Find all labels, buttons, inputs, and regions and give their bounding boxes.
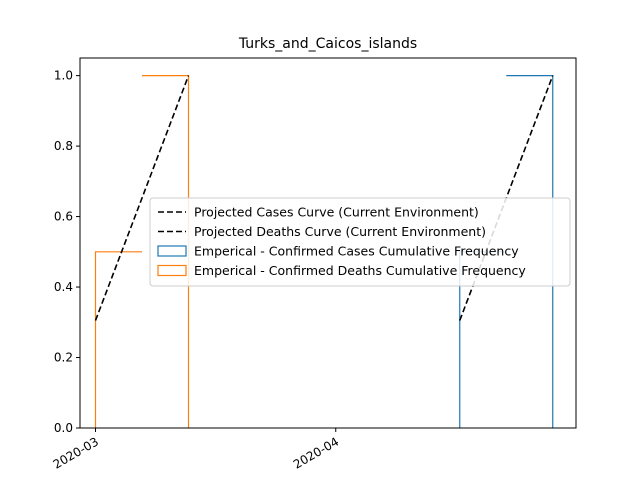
legend-item: Projected Cases Curve (Current Environme… <box>158 205 479 220</box>
histogram-bin <box>94 251 142 428</box>
y-tick-label: 0.0 <box>54 421 73 435</box>
legend-swatch <box>157 264 187 277</box>
plot-area <box>94 75 554 428</box>
y-tick-label: 0.2 <box>54 351 73 365</box>
y-tick-label: 0.8 <box>54 139 73 153</box>
legend: Projected Cases Curve (Current Environme… <box>149 197 571 287</box>
legend-label: Emperical - Confirmed Deaths Cumulative … <box>194 263 526 278</box>
legend-box <box>149 197 571 287</box>
chart-title: Turks_and_Caicos_islands <box>238 36 417 52</box>
legend-item: Emperical - Confirmed Deaths Cumulative … <box>157 263 526 278</box>
y-axis: 0.0 0.2 0.4 0.6 0.8 1.0 <box>54 69 80 435</box>
projected-deaths-line <box>94 75 190 321</box>
dashed-line <box>94 75 190 321</box>
y-tick-label: 1.0 <box>54 69 73 83</box>
y-tick-label: 0.4 <box>54 280 73 294</box>
legend-label: Projected Deaths Curve (Current Environm… <box>194 224 486 239</box>
legend-label: Emperical - Confirmed Cases Cumulative F… <box>194 244 519 259</box>
legend-swatch <box>157 245 187 257</box>
legend-label: Projected Cases Curve (Current Environme… <box>194 205 479 220</box>
legend-item: Projected Deaths Curve (Current Environm… <box>158 224 486 239</box>
legend-item: Emperical - Confirmed Cases Cumulative F… <box>157 244 519 259</box>
plot-frame <box>79 57 577 429</box>
y-tick-label: 0.6 <box>54 210 73 224</box>
